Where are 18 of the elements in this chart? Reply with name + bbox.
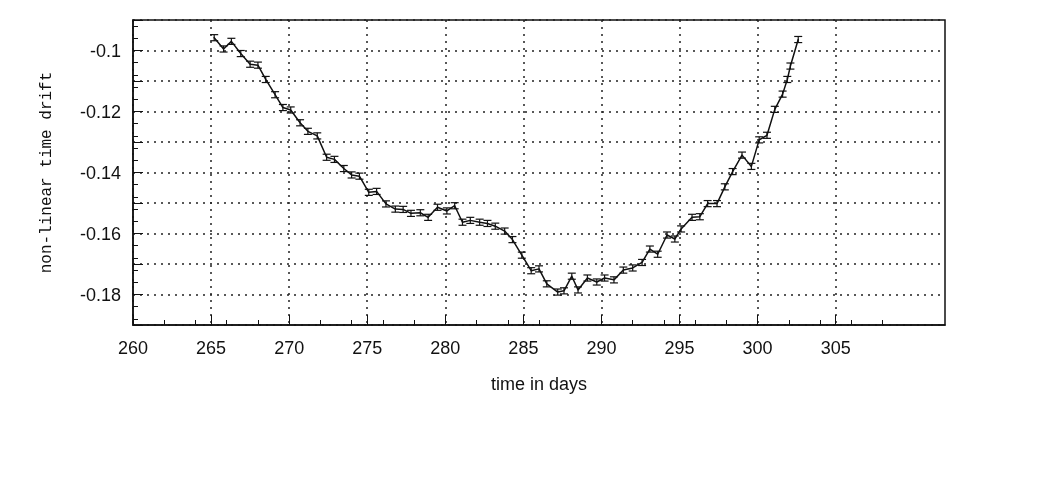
x-tick-label: 275 bbox=[352, 338, 383, 358]
x-tick-label: 300 bbox=[742, 338, 773, 358]
y-tick-label: -0.16 bbox=[79, 223, 121, 244]
y-axis-title: non-linear time drift bbox=[38, 71, 56, 274]
x-tick-label: 265 bbox=[196, 338, 227, 358]
x-tick-label: 305 bbox=[820, 338, 851, 358]
line-series bbox=[213, 36, 799, 293]
x-tick-label: 285 bbox=[508, 338, 539, 358]
y-tick-label: -0.1 bbox=[89, 40, 121, 61]
x-tick-label: 290 bbox=[586, 338, 617, 358]
y-tick-label: -0.12 bbox=[79, 101, 121, 122]
x-tick-label: 280 bbox=[430, 338, 461, 358]
x-tick-label: 260 bbox=[117, 338, 149, 358]
y-tick-label: -0.18 bbox=[79, 284, 121, 305]
y-tick-label: -0.14 bbox=[79, 162, 121, 183]
x-axis-title: time in days bbox=[490, 374, 588, 394]
x-tick-label: 295 bbox=[664, 338, 695, 358]
x-tick-label: 270 bbox=[274, 338, 305, 358]
